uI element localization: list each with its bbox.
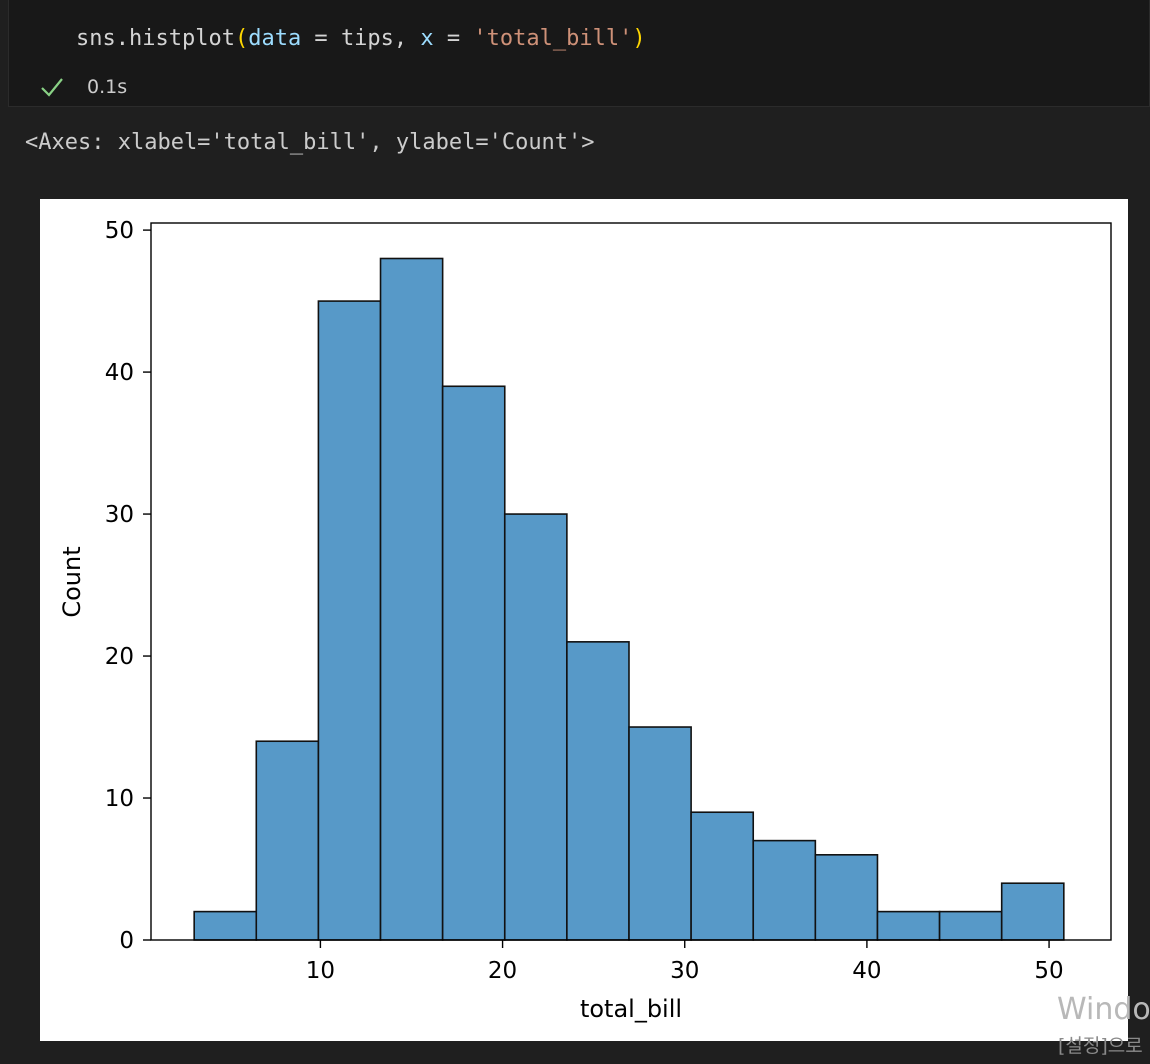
histogram-bar-9 xyxy=(690,811,755,941)
y-tick-label: 50 xyxy=(105,218,134,244)
histogram-bar-2 xyxy=(255,740,320,941)
y-tick-label: 10 xyxy=(105,786,134,812)
y-tick-label: 30 xyxy=(105,502,134,528)
x-tick-label: 40 xyxy=(852,958,881,984)
y-axis-label: Count xyxy=(58,546,86,617)
histogram-bar-1 xyxy=(193,910,258,941)
x-tick-label: 30 xyxy=(670,958,699,984)
histogram-bar-5 xyxy=(441,385,506,941)
histogram-bar-4 xyxy=(379,257,444,941)
y-tick-label: 40 xyxy=(105,360,134,386)
histogram-bar-14 xyxy=(1000,882,1065,941)
code-equals: = xyxy=(433,26,474,51)
code-equals: = xyxy=(301,26,341,51)
x-axis-label: total_bill xyxy=(580,995,682,1023)
cell-output-text: <Axes: xlabel='total_bill', ylabel='Coun… xyxy=(25,130,595,155)
code-line[interactable]: sns.histplot(data = tips, x = 'total_bil… xyxy=(76,26,646,51)
histogram-bar-12 xyxy=(876,910,941,941)
x-tick-label: 10 xyxy=(306,958,335,984)
code-arg-x-value: 'total_bill' xyxy=(473,26,633,51)
histogram-bar-11 xyxy=(814,854,879,941)
code-cell[interactable]: sns.histplot(data = tips, x = 'total_bil… xyxy=(8,0,1150,107)
histogram-svg: 10 20 30 40 50 0 10 20 30 40 50 total_bill Count xyxy=(58,218,1112,1023)
axes-frame xyxy=(150,222,1112,941)
histogram-bar-8 xyxy=(628,726,692,941)
code-close-paren: ) xyxy=(632,26,646,51)
histogram-bar-6 xyxy=(503,513,568,941)
y-tick-label: 20 xyxy=(105,644,134,670)
windows-activation-watermark: Windo xyxy=(1057,992,1150,1027)
code-arg-data-value: tips xyxy=(340,26,394,51)
histogram-bar-3 xyxy=(317,300,382,941)
code-open-paren: ( xyxy=(234,26,249,51)
x-tick-label: 20 xyxy=(488,958,517,984)
code-function: sns.histplot xyxy=(76,26,235,51)
check-icon xyxy=(41,78,63,97)
x-tick-label: 50 xyxy=(1034,958,1063,984)
histogram-bar-10 xyxy=(752,839,817,941)
code-arg-data-name: data xyxy=(248,26,302,51)
histogram-bar-7 xyxy=(566,641,630,941)
execution-time: 0.1s xyxy=(87,76,128,98)
code-arg-x-name: x xyxy=(420,26,434,51)
windows-activation-subtext: [설정]으로 xyxy=(1058,1035,1143,1057)
histogram-plot: 10 20 30 40 50 0 10 20 30 40 50 total_bill Count xyxy=(40,199,1128,1041)
cell-status: 0.1s xyxy=(39,74,127,100)
histogram-bar-13 xyxy=(938,910,1003,941)
code-comma: , xyxy=(393,26,421,51)
y-tick-label: 0 xyxy=(119,928,134,954)
